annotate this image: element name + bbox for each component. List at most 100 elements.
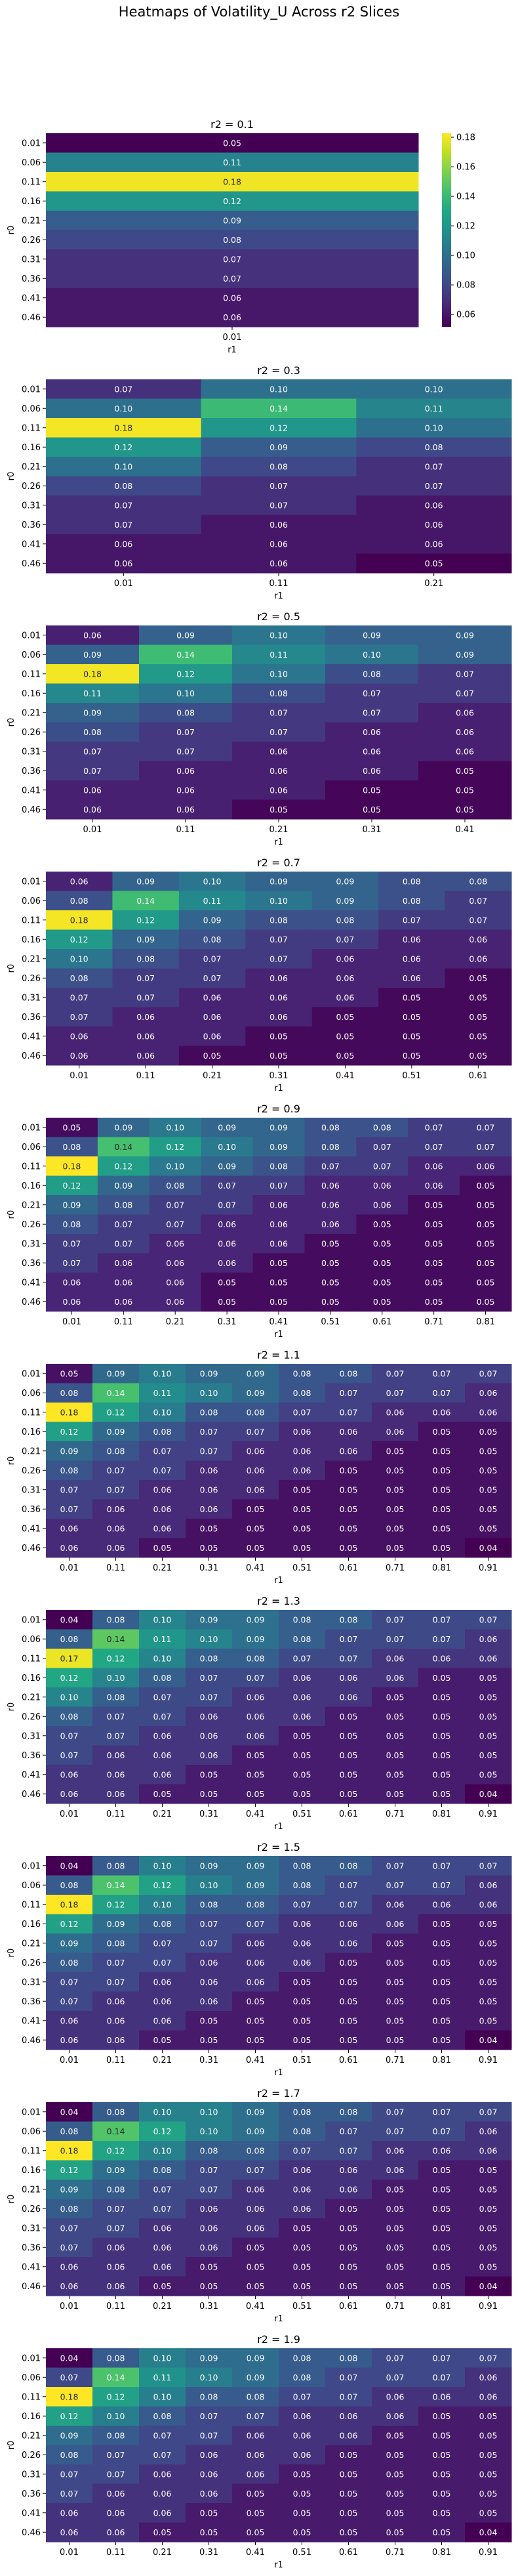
cell-annotation: 0.06: [60, 2016, 79, 2025]
cell-annotation: 0.07: [153, 2184, 172, 2194]
cell-annotation: 0.09: [223, 215, 241, 225]
cell-annotation: 0.08: [293, 1880, 311, 1890]
cell-annotation: 0.08: [136, 954, 155, 963]
cell-annotation: 0.10: [166, 1122, 184, 1132]
heatmap-cell: [139, 1726, 186, 1746]
cell-annotation: 0.11: [223, 158, 241, 167]
cell-annotation: 0.05: [386, 2223, 405, 2233]
y-tick-label: 0.06: [22, 2373, 41, 2383]
heatmap-cell: [372, 1538, 419, 1558]
heatmap-cell: [356, 1137, 408, 1157]
heatmap-cell: [46, 872, 113, 891]
cell-annotation: 0.07: [60, 2243, 79, 2252]
y-tick-label: 0.31: [22, 255, 41, 264]
y-tick-label: 0.06: [22, 1389, 41, 1399]
heatmap-cell: [186, 2445, 233, 2465]
cell-annotation: 0.06: [479, 2392, 498, 2401]
heatmap-cell: [139, 1610, 186, 1630]
cell-annotation: 0.12: [107, 2145, 125, 2155]
heatmap-cell: [46, 2218, 93, 2238]
y-axis-label: r0: [7, 2195, 16, 2204]
cell-annotation: 0.12: [107, 1899, 125, 1909]
cell-annotation: 0.07: [386, 2126, 405, 2136]
cell-annotation: 0.08: [293, 2373, 311, 2382]
heatmap-cell: [356, 1214, 408, 1235]
cell-annotation: 0.05: [479, 2411, 498, 2421]
heatmap-cell: [92, 2387, 140, 2407]
y-tick-label: 0.36: [22, 520, 41, 530]
cell-annotation: 0.09: [336, 876, 355, 886]
cell-annotation: 0.08: [425, 442, 443, 452]
cell-annotation: 0.08: [247, 1407, 265, 1417]
cell-annotation: 0.07: [269, 500, 288, 510]
heatmap-cell: [232, 1745, 279, 1765]
y-tick-label: 0.01: [22, 1861, 41, 1871]
cell-annotation: 0.06: [336, 973, 355, 983]
cell-annotation: 0.07: [153, 2450, 172, 2460]
cell-annotation: 0.06: [166, 1277, 184, 1287]
heatmap-cell: [46, 625, 140, 645]
cell-annotation: 0.10: [70, 954, 89, 963]
cell-annotation: 0.06: [203, 1012, 222, 1022]
cell-annotation: 0.08: [200, 1653, 218, 1663]
heatmap-cell: [279, 1933, 326, 1953]
heatmap-cell: [232, 799, 326, 820]
cell-annotation: 0.05: [293, 1485, 311, 1494]
heatmap-cell: [325, 1538, 372, 1558]
heatmap-cell: [325, 1745, 372, 1765]
heatmap-cell: [418, 722, 512, 742]
y-tick-label: 0.06: [22, 1143, 41, 1152]
heatmap-cell: [232, 2180, 279, 2199]
heatmap-cell: [92, 1668, 140, 1688]
heatmap-cell: [46, 2180, 93, 2199]
heatmap-cell: [112, 929, 180, 950]
cell-annotation: 0.05: [247, 1750, 265, 1760]
heatmap-cell: [139, 2237, 186, 2258]
heatmap-cell: [356, 1292, 408, 1312]
heatmap-cell: [325, 1765, 372, 1784]
heatmap-cell: [46, 534, 202, 554]
y-tick-label: 0.26: [22, 1466, 41, 1476]
cell-annotation: 0.08: [63, 1219, 81, 1229]
heatmap-cell: [460, 1273, 512, 1292]
cell-annotation: 0.05: [60, 1368, 79, 1378]
heatmap-cell: [356, 515, 512, 535]
cell-annotation: 0.06: [166, 1297, 184, 1307]
cell-annotation: 0.06: [153, 2469, 172, 2479]
cell-annotation: 0.06: [456, 727, 474, 737]
cell-annotation: 0.09: [60, 1938, 79, 1948]
heatmap-cell: [325, 1441, 372, 1461]
cell-annotation: 0.07: [336, 935, 355, 944]
x-axis-label: r1: [274, 2560, 283, 2570]
heatmap-cell: [325, 1726, 372, 1746]
cell-annotation: 0.08: [247, 2392, 265, 2401]
heatmap-cell: [92, 2426, 140, 2445]
y-tick-label: 0.26: [22, 1712, 41, 1722]
y-tick-label: 0.36: [22, 1259, 41, 1269]
heatmap-cell: [311, 949, 379, 969]
cell-annotation: 0.06: [107, 1543, 125, 1553]
heatmap-cell: [465, 2522, 512, 2543]
heatmap-cell: [460, 1253, 512, 1273]
cell-annotation: 0.10: [269, 896, 288, 906]
cell-annotation: 0.05: [433, 2489, 451, 2499]
y-tick-label: 0.16: [22, 2166, 41, 2176]
heatmap-cell: [232, 1422, 279, 1442]
cell-annotation: 0.08: [223, 235, 241, 245]
cell-annotation: 0.08: [340, 2353, 358, 2363]
heatmap-cell: [232, 625, 326, 645]
heatmap-cell: [325, 2180, 372, 2199]
cell-annotation: 0.06: [363, 746, 381, 756]
heatmap-cell: [139, 2483, 186, 2504]
cell-annotation: 0.07: [433, 1861, 451, 1870]
heatmap-cell: [372, 1706, 419, 1727]
cell-annotation: 0.06: [479, 1634, 498, 1644]
heatmap-cell: [139, 1765, 186, 1784]
heatmap-cell: [232, 1784, 279, 1804]
cell-annotation: 0.05: [293, 2508, 311, 2518]
x-tick-label: 0.11: [114, 1317, 133, 1327]
cell-annotation: 0.10: [218, 1142, 236, 1152]
cell-annotation: 0.07: [107, 1485, 125, 1494]
cell-annotation: 0.06: [70, 1031, 89, 1041]
y-tick-label: 0.31: [22, 2470, 41, 2480]
